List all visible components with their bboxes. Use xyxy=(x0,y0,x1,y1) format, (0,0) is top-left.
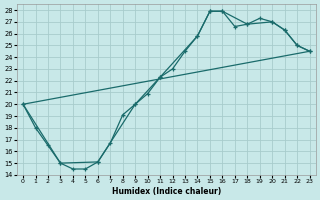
X-axis label: Humidex (Indice chaleur): Humidex (Indice chaleur) xyxy=(112,187,221,196)
